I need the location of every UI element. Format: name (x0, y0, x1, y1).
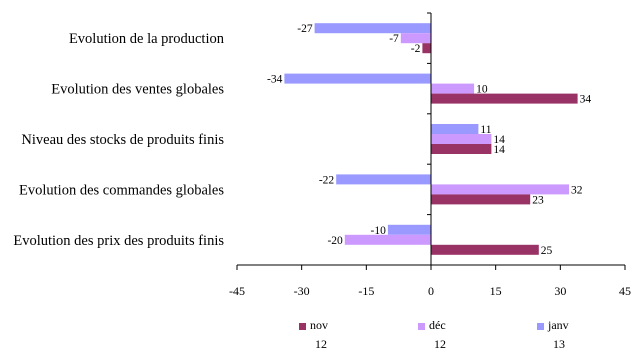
data-label-déc-4: -20 (327, 235, 343, 247)
data-label-janv-3: -22 (319, 174, 335, 186)
bar-janv-0 (314, 23, 431, 34)
bar-chart: -27 -7 -2 Evolution de la production -34 10 34… (13, 12, 631, 298)
bar-nov-4 (431, 244, 539, 255)
x-tick-label-4: 15 (490, 284, 502, 298)
legend-sublabel-janv: 13 (553, 337, 565, 351)
data-label-nov-0: -2 (411, 43, 421, 55)
x-tick-label-5: 30 (554, 284, 566, 298)
category-label-1: Evolution des ventes globales (51, 82, 224, 98)
category-label-3: Evolution des commandes globales (19, 182, 224, 198)
bar-déc-0 (400, 33, 431, 44)
x-tick-label-6: 45 (619, 284, 631, 298)
bar-nov-3 (431, 194, 531, 205)
bar-nov-1 (431, 93, 578, 104)
x-tick-label-1: -30 (294, 284, 310, 298)
legend-swatch-dec (418, 323, 425, 330)
legend-sublabel-dec: 12 (434, 337, 446, 351)
data-label-déc-1: 10 (476, 84, 488, 96)
data-label-nov-2: 14 (493, 144, 505, 156)
data-label-déc-2: 14 (493, 134, 505, 146)
bar-déc-3 (431, 184, 569, 195)
legend-label-nov: nov (310, 318, 328, 332)
bar-janv-4 (387, 224, 431, 235)
legend-swatch-nov (299, 323, 306, 330)
bar-déc-2 (431, 134, 492, 144)
data-label-déc-3: 32 (571, 184, 583, 196)
category-label-2: Niveau des stocks de produits finis (21, 132, 224, 148)
bar-déc-4 (344, 234, 431, 245)
legend: nov 12 déc 12 janv 13 (0, 318, 642, 354)
data-label-nov-3: 23 (532, 194, 544, 206)
category-label-4: Evolution des prix des produits finis (13, 233, 224, 249)
data-label-nov-4: 25 (541, 245, 553, 257)
bar-nov-0 (422, 43, 431, 54)
bar-nov-2 (431, 144, 492, 154)
data-label-nov-1: 34 (580, 94, 592, 106)
bar-janv-2 (431, 124, 479, 134)
bar-déc-1 (431, 83, 475, 94)
data-label-déc-0: -7 (389, 33, 399, 45)
data-label-janv-4: -10 (371, 225, 387, 237)
x-tick-label-0: -45 (229, 284, 245, 298)
legend-swatch-janv (537, 323, 544, 330)
legend-label-janv: janv (548, 318, 569, 332)
data-label-janv-0: -27 (297, 23, 313, 35)
data-label-janv-1: -34 (267, 74, 283, 86)
x-tick-label-3: 0 (428, 284, 434, 298)
legend-sublabel-nov: 12 (315, 337, 327, 351)
category-label-0: Evolution de la production (69, 31, 225, 47)
data-label-janv-2: 11 (480, 124, 491, 136)
bar-janv-1 (284, 73, 431, 84)
bar-janv-3 (336, 174, 431, 185)
x-tick-label-2: -15 (358, 284, 374, 298)
legend-label-dec: déc (429, 318, 446, 332)
